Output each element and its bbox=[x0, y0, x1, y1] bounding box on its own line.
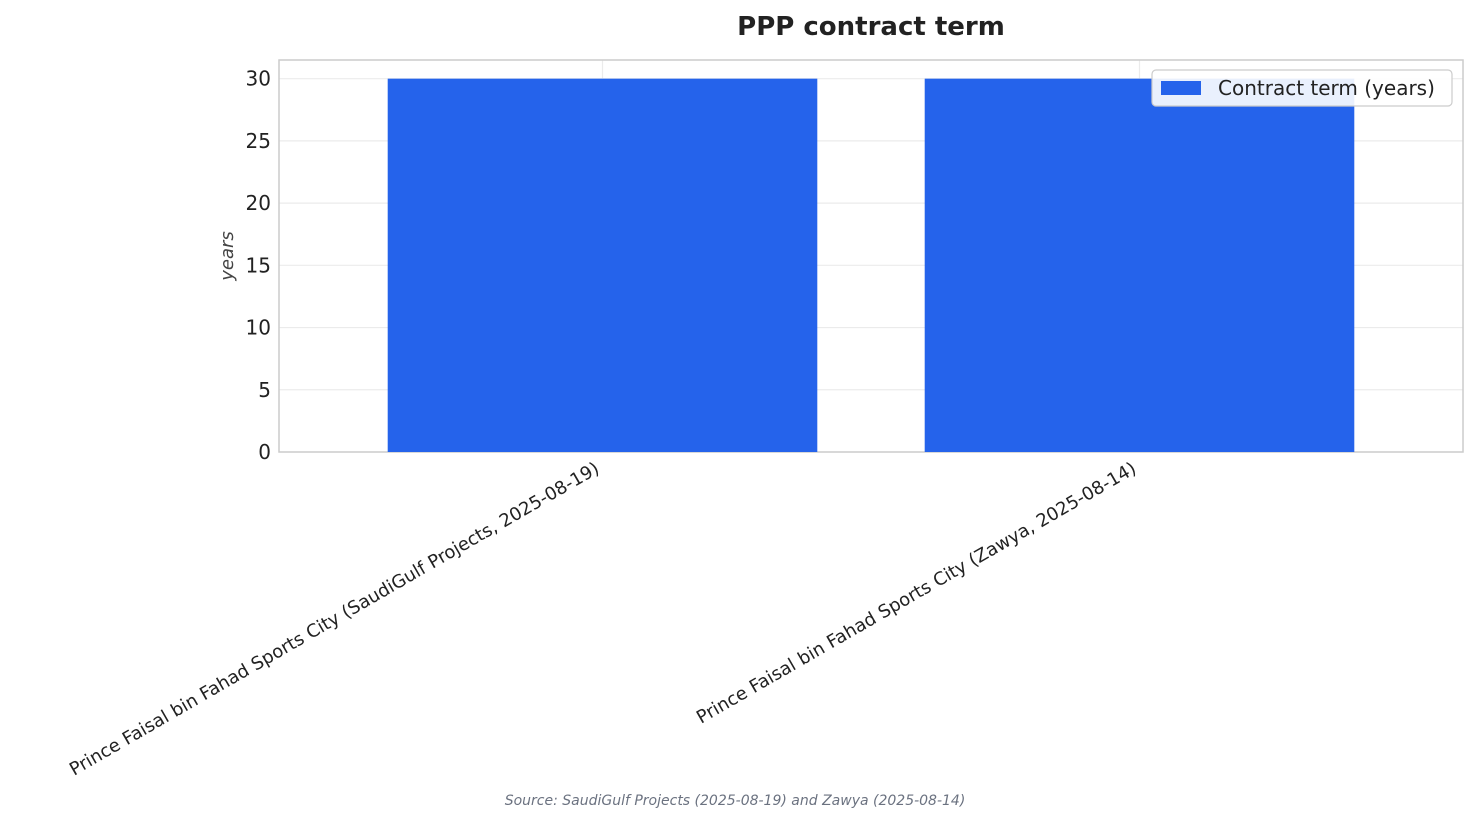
y-axis-ticks: 0 5 10 15 20 25 30 bbox=[246, 67, 271, 464]
legend-label: Contract term (years) bbox=[1218, 76, 1435, 100]
y-tick-label: 10 bbox=[246, 316, 271, 340]
bar bbox=[387, 78, 818, 453]
source-note: Source: SaudiGulf Projects (2025-08-19) … bbox=[505, 793, 966, 809]
x-tick-label: Prince Faisal bin Fahad Sports City (Sau… bbox=[66, 458, 603, 780]
bars bbox=[387, 78, 1355, 453]
y-axis-label: years bbox=[217, 231, 238, 282]
y-tick-label: 5 bbox=[258, 378, 271, 402]
y-tick-label: 30 bbox=[246, 67, 271, 91]
legend-swatch bbox=[1161, 81, 1201, 95]
y-tick-label: 25 bbox=[246, 129, 271, 153]
y-tick-label: 0 bbox=[258, 440, 271, 464]
legend: Contract term (years) bbox=[1151, 69, 1453, 107]
x-axis-ticks: Prince Faisal bin Fahad Sports City (Sau… bbox=[66, 458, 1140, 780]
y-tick-label: 20 bbox=[246, 191, 271, 215]
plot-area-frame bbox=[278, 59, 1464, 453]
legend-box bbox=[1151, 69, 1453, 107]
x-tick-label: Prince Faisal bin Fahad Sports City (Zaw… bbox=[693, 458, 1140, 728]
bar bbox=[924, 78, 1355, 453]
chart-title: PPP contract term bbox=[737, 12, 1005, 42]
y-tick-label: 15 bbox=[246, 253, 271, 277]
